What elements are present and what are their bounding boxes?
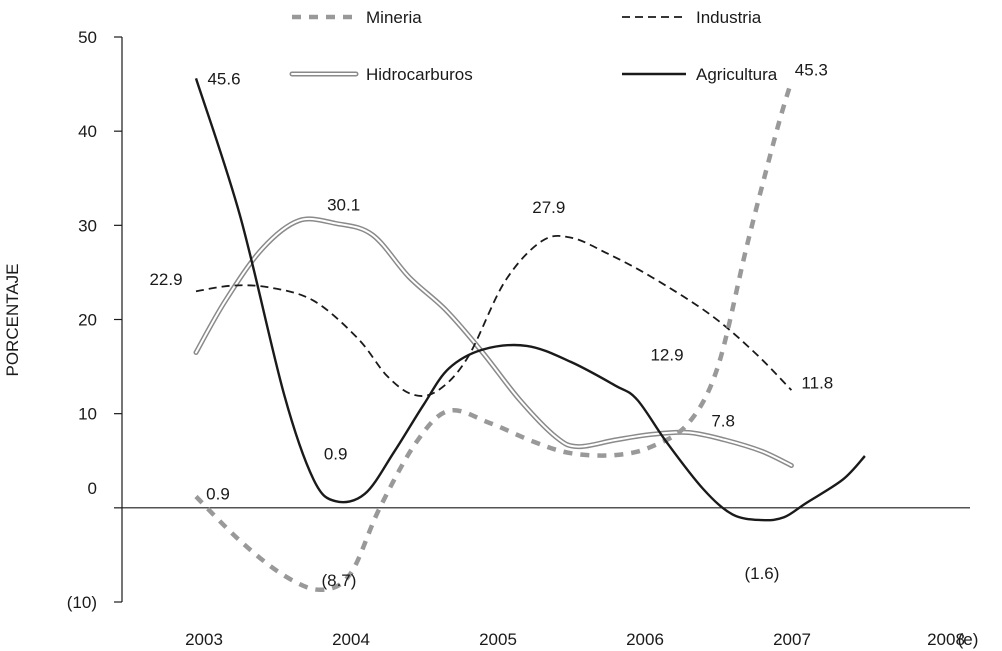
x-tick-label: 2005 — [479, 630, 517, 649]
data-label: 12.9 — [650, 345, 683, 364]
data-label: 11.8 — [801, 374, 833, 393]
legend-label: Hidrocarburos — [366, 65, 473, 84]
series-line-industria — [195, 235, 793, 397]
data-label: (8.7) — [321, 571, 356, 590]
x-tick-label: 2003 — [185, 630, 223, 649]
y-tick-label: 50 — [78, 28, 97, 47]
data-label: (1.6) — [744, 564, 779, 583]
data-label: 30.1 — [327, 195, 360, 214]
legend: Mineria Industria Hidrocarburos Agricultura — [289, 8, 778, 84]
y-tick-label: 40 — [78, 122, 97, 141]
legend-label: Agricultura — [696, 65, 778, 84]
series-line-agricultura — [194, 78, 866, 522]
y-tick-label: 30 — [78, 216, 97, 235]
x-tick-label: 2004 — [332, 630, 370, 649]
data-label: 0.9 — [206, 484, 230, 503]
data-label: 45.6 — [207, 69, 240, 88]
legend-item-mineria: Mineria — [292, 8, 422, 27]
x-tick-suffix: (e) — [958, 630, 979, 649]
y-tick-label: 0 — [88, 479, 97, 498]
y-tick-label: 10 — [78, 405, 97, 424]
legend-item-agricultura: Agricultura — [622, 65, 778, 84]
x-tick-label: 2008 — [927, 630, 965, 649]
data-label: 27.9 — [532, 198, 565, 217]
series-group — [193, 78, 866, 593]
data-label: 45.3 — [795, 60, 828, 79]
legend-item-hidrocarburos: Hidrocarburos — [289, 65, 473, 84]
data-label: 0.9 — [324, 444, 348, 463]
series-line-hidrocarburos — [193, 216, 794, 468]
data-labels: 0.9 (8.7) 45.3 22.9 27.9 11.8 30.1 7.8 45.6 0.9 12… — [149, 60, 833, 590]
x-tick-label: 2007 — [773, 630, 811, 649]
x-axis: 2003 2004 2005 2006 2007 2008(e) — [185, 630, 978, 649]
data-label: 22.9 — [149, 270, 182, 289]
y-tick-label: (10) — [67, 593, 97, 612]
legend-item-industria: Industria — [622, 8, 762, 27]
y-axis: 50 40 30 20 10 0 (10) PORCENTAJE — [3, 28, 970, 612]
series-line-mineria — [194, 80, 794, 593]
legend-label: Mineria — [366, 8, 422, 27]
data-label: 7.8 — [711, 411, 735, 430]
x-tick-label: 2006 — [626, 630, 664, 649]
series-line-hidrocarburos-inner — [195, 217, 793, 467]
y-axis-title: PORCENTAJE — [3, 263, 22, 376]
legend-label: Industria — [696, 8, 762, 27]
y-tick-label: 20 — [78, 311, 97, 330]
